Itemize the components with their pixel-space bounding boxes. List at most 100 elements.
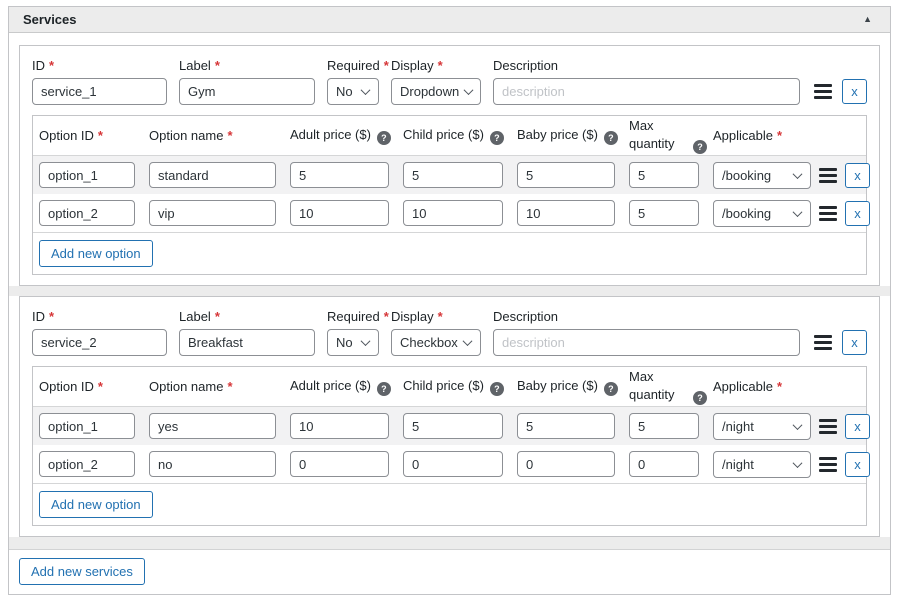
drag-handle-icon[interactable] bbox=[817, 204, 839, 223]
option-id-input[interactable] bbox=[39, 162, 135, 188]
service-actions: x bbox=[812, 78, 867, 105]
child-price-input[interactable] bbox=[403, 413, 503, 439]
option-name-input[interactable] bbox=[149, 413, 276, 439]
column-header-option-id: Option ID * bbox=[39, 379, 103, 394]
option-name-input[interactable] bbox=[149, 162, 276, 188]
remove-option-button[interactable]: x bbox=[845, 451, 870, 477]
required-asterisk: * bbox=[383, 58, 389, 73]
help-icon[interactable]: ? bbox=[376, 130, 391, 145]
remove-option-button[interactable]: x bbox=[845, 200, 870, 226]
baby-price-input[interactable] bbox=[517, 162, 615, 188]
option-actions: /booking x bbox=[713, 199, 870, 227]
service-fields-row: ID* Label* Required* No Display* Dropdow… bbox=[32, 58, 867, 105]
options-header-row: Option ID * Option name * Adult price ($)?… bbox=[33, 116, 866, 156]
baby-price-input[interactable] bbox=[517, 413, 615, 439]
max-quantity-input[interactable] bbox=[629, 451, 699, 477]
required-asterisk: * bbox=[97, 128, 103, 143]
adult-price-input[interactable] bbox=[290, 451, 389, 477]
chevron-down-icon bbox=[792, 168, 803, 179]
id-field-label: ID * bbox=[32, 58, 55, 73]
applicable-select[interactable]: /night bbox=[713, 412, 811, 440]
chevron-down-icon bbox=[792, 419, 803, 430]
drag-handle-icon[interactable] bbox=[817, 455, 839, 474]
add-new-option-button[interactable]: Add new option bbox=[39, 240, 153, 267]
required-field-label: Required * bbox=[327, 309, 389, 324]
baby-price-input[interactable] bbox=[517, 451, 615, 477]
child-price-input[interactable] bbox=[403, 200, 503, 226]
required-select[interactable]: No bbox=[327, 78, 379, 105]
display-select[interactable]: Checkbox bbox=[391, 329, 481, 356]
child-price-input[interactable] bbox=[403, 162, 503, 188]
adult-price-input[interactable] bbox=[290, 200, 389, 226]
option-id-input[interactable] bbox=[39, 451, 135, 477]
adult-price-input[interactable] bbox=[290, 162, 389, 188]
service-required-field: Required * No bbox=[327, 58, 389, 105]
column-header-baby-price: Baby price ($)? bbox=[517, 127, 618, 145]
service-id-input[interactable] bbox=[32, 329, 167, 356]
service-description-input[interactable] bbox=[493, 78, 800, 105]
remove-service-button[interactable]: x bbox=[842, 79, 867, 104]
service-id-input[interactable] bbox=[32, 78, 167, 105]
help-icon[interactable]: ? bbox=[489, 130, 504, 145]
drag-handle-icon[interactable] bbox=[812, 82, 834, 101]
required-asterisk: * bbox=[49, 309, 55, 324]
service-item: ID* Label* Required* No Display* Dropdow… bbox=[19, 45, 880, 286]
column-header-max-quantity: Max quantity? bbox=[629, 368, 707, 405]
remove-service-button[interactable]: x bbox=[842, 330, 867, 355]
help-icon[interactable]: ? bbox=[603, 130, 618, 145]
option-name-input[interactable] bbox=[149, 200, 276, 226]
column-header-adult-price: Adult price ($)? bbox=[290, 127, 391, 145]
max-quantity-input[interactable] bbox=[629, 413, 699, 439]
option-actions: /booking x bbox=[713, 161, 870, 189]
child-price-input[interactable] bbox=[403, 451, 503, 477]
option-id-input[interactable] bbox=[39, 413, 135, 439]
column-header-max-quantity: Max quantity? bbox=[629, 117, 707, 154]
drag-handle-icon[interactable] bbox=[817, 166, 839, 185]
option-actions: /night x bbox=[713, 450, 870, 478]
description-field-label: Description bbox=[493, 58, 559, 73]
help-icon[interactable]: ? bbox=[376, 381, 391, 396]
option-id-input[interactable] bbox=[39, 200, 135, 226]
required-asterisk: * bbox=[777, 379, 783, 394]
service-label-input[interactable] bbox=[179, 78, 315, 105]
service-id-field: ID * bbox=[32, 58, 167, 105]
services-bottom-gap bbox=[9, 537, 890, 550]
column-header-child-price: Child price ($)? bbox=[403, 378, 504, 396]
chevron-down-icon bbox=[463, 85, 474, 96]
baby-price-input[interactable] bbox=[517, 200, 615, 226]
column-header-option-name: Option name * bbox=[149, 379, 233, 394]
max-quantity-input[interactable] bbox=[629, 162, 699, 188]
metabox-body: ID* Label* Required* No Display* Dropdow… bbox=[9, 33, 890, 594]
max-quantity-input[interactable] bbox=[629, 200, 699, 226]
collapse-toggle-icon[interactable]: ▲ bbox=[859, 11, 876, 28]
chevron-down-icon bbox=[360, 336, 371, 347]
help-icon[interactable]: ? bbox=[693, 139, 707, 154]
required-asterisk: * bbox=[437, 58, 443, 73]
chevron-down-icon bbox=[792, 206, 803, 217]
drag-handle-icon[interactable] bbox=[812, 333, 834, 352]
help-icon[interactable]: ? bbox=[693, 390, 707, 405]
drag-handle-icon[interactable] bbox=[817, 417, 839, 436]
display-field-label: Display * bbox=[391, 309, 443, 324]
metabox-footer: Add new services bbox=[9, 550, 890, 594]
remove-option-button[interactable]: x bbox=[845, 413, 870, 439]
remove-option-button[interactable]: x bbox=[845, 162, 870, 188]
option-name-input[interactable] bbox=[149, 451, 276, 477]
required-asterisk: * bbox=[437, 309, 443, 324]
service-description-field: Description bbox=[493, 309, 800, 356]
add-new-services-button[interactable]: Add new services bbox=[19, 558, 145, 585]
add-new-option-button[interactable]: Add new option bbox=[39, 491, 153, 518]
applicable-select[interactable]: /booking bbox=[713, 199, 811, 227]
required-select[interactable]: No bbox=[327, 329, 379, 356]
required-asterisk: * bbox=[777, 128, 783, 143]
help-icon[interactable]: ? bbox=[603, 381, 618, 396]
applicable-select[interactable]: /night bbox=[713, 450, 811, 478]
display-select[interactable]: Dropdown bbox=[391, 78, 481, 105]
service-description-input[interactable] bbox=[493, 329, 800, 356]
service-label-input[interactable] bbox=[179, 329, 315, 356]
adult-price-input[interactable] bbox=[290, 413, 389, 439]
applicable-select[interactable]: /booking bbox=[713, 161, 811, 189]
chevron-down-icon bbox=[792, 457, 803, 468]
required-field-label: Required * bbox=[327, 58, 389, 73]
help-icon[interactable]: ? bbox=[489, 381, 504, 396]
